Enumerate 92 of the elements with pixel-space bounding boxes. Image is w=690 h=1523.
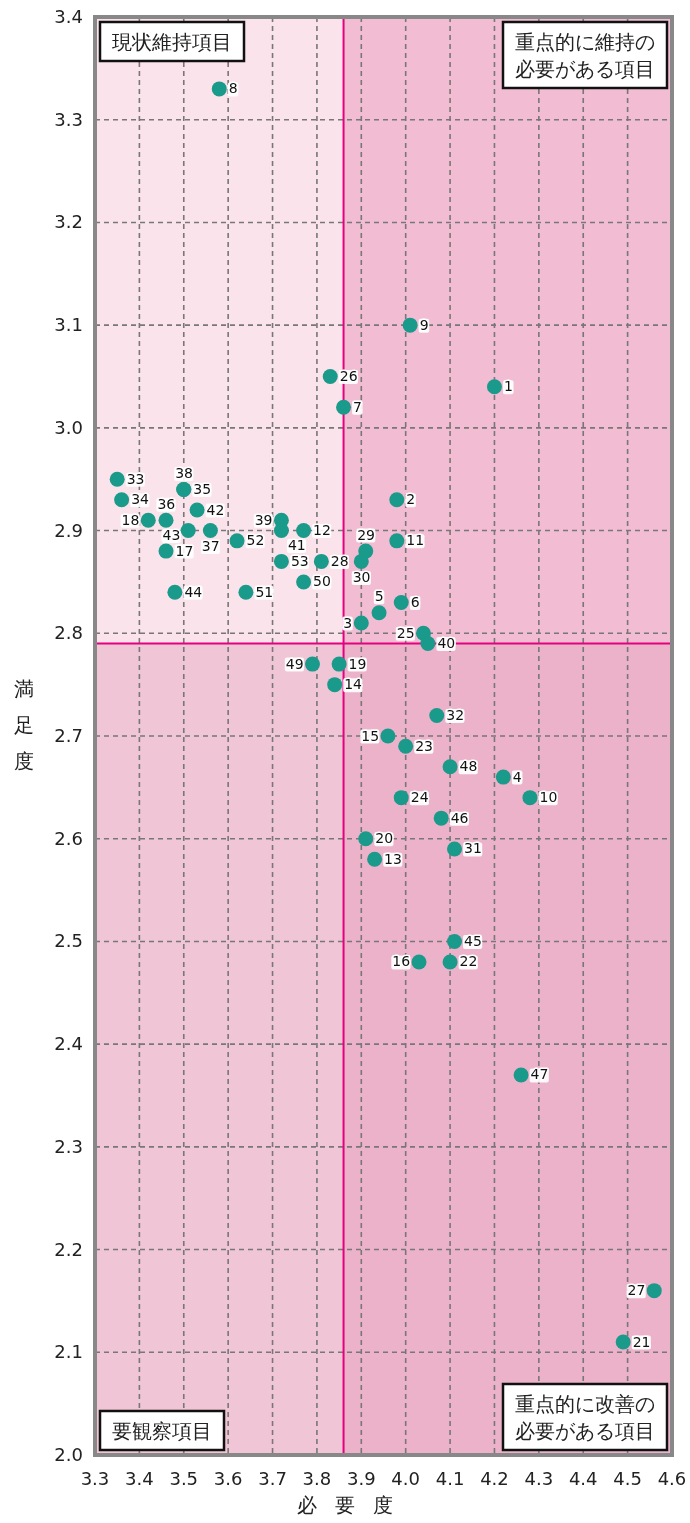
annotation: 16 <box>392 953 411 970</box>
x-axis-title: 必要度 <box>296 1493 411 1517</box>
annotation: 46 <box>450 809 469 826</box>
annotation: 重点的に改善の必要がある項目 <box>515 1392 655 1443</box>
annotation: 47 <box>530 1066 549 1083</box>
annotation: 52 <box>246 532 265 549</box>
annotation: 11 <box>406 532 425 549</box>
y-tick-label: 2.8 <box>54 622 83 644</box>
y-tick-label: 2.6 <box>54 827 83 849</box>
quadrant-label: 要観察項目 <box>98 1409 226 1452</box>
annotation: 53 <box>290 552 309 569</box>
annotation: 36 <box>157 495 176 512</box>
annotation: 42 <box>206 501 225 518</box>
annotation: 12 <box>313 522 331 539</box>
annotation: 6 <box>410 593 420 610</box>
x-tick-label: 3.8 <box>302 1468 332 1489</box>
annotation: 21 <box>632 1333 651 1350</box>
annotation: 49 <box>285 655 304 672</box>
quadrant-label: 重点的に改善の必要がある項目 <box>501 1382 669 1452</box>
annotation: 33 <box>126 470 145 487</box>
annotation: 27 <box>627 1282 646 1299</box>
annotation: 1 <box>503 378 513 395</box>
annotation: 32 <box>446 706 465 723</box>
annotation: 28 <box>330 552 349 569</box>
annotation: 5 <box>374 588 384 605</box>
y-tick-label: 2.1 <box>54 1341 83 1363</box>
annotation: 9 <box>419 316 429 333</box>
annotation: 10 <box>539 789 558 806</box>
annotation: 35 <box>193 480 212 497</box>
annotation: 2 <box>406 491 416 508</box>
annotation: 41 <box>287 537 306 554</box>
annotation: 23 <box>415 737 434 754</box>
annotation: 18 <box>121 511 140 528</box>
annotation: 29 <box>357 526 375 543</box>
annotation: 15 <box>361 727 380 744</box>
annotation: 4 <box>512 768 522 785</box>
y-tick-label: 3.2 <box>54 211 83 233</box>
x-tick-label: 3.3 <box>80 1468 110 1489</box>
x-tick-label: 4.3 <box>524 1468 554 1489</box>
annotation: 39 <box>254 511 273 528</box>
annotation: 26 <box>339 368 358 384</box>
annotation: 14 <box>344 676 363 693</box>
x-tick-label: 4.0 <box>391 1468 421 1489</box>
annotation: 45 <box>464 932 482 949</box>
x-tick-label: 3.9 <box>346 1468 376 1489</box>
annotation: 51 <box>255 583 274 600</box>
y-tick-label: 2.5 <box>54 930 83 952</box>
annotation: 要観察項目 <box>112 1419 212 1443</box>
annotation: 44 <box>184 583 203 600</box>
y-tick-label: 3.1 <box>54 314 83 336</box>
annotation: 48 <box>459 758 478 775</box>
annotation: 22 <box>459 953 478 970</box>
annotation: 31 <box>464 840 482 857</box>
annotation: 重点的に維持の必要がある項目 <box>515 30 655 81</box>
annotation: 38 <box>175 464 193 481</box>
x-tick-label: 4.2 <box>480 1468 509 1489</box>
annotation: 40 <box>437 635 456 652</box>
annotation: 30 <box>352 568 371 585</box>
annotation: 7 <box>353 398 362 415</box>
annotation: 50 <box>313 573 331 590</box>
y-tick-label: 3.4 <box>54 6 83 27</box>
x-tick-label: 3.5 <box>169 1468 199 1489</box>
y-tick-label: 3.3 <box>54 108 83 130</box>
annotation: 37 <box>201 538 220 555</box>
y-tick-label: 2.7 <box>54 725 83 746</box>
annotation: 17 <box>175 542 194 559</box>
quadrant-label: 現状維持項目 <box>98 20 246 63</box>
y-tick-label: 2.2 <box>54 1238 83 1260</box>
y-tick-label: 2.4 <box>54 1033 83 1055</box>
annotation: 13 <box>384 850 402 867</box>
quadrant-label: 重点的に維持の必要がある項目 <box>501 20 669 90</box>
annotation: 3 <box>343 614 353 631</box>
x-tick-label: 3.6 <box>213 1468 243 1489</box>
x-tick-label: 4.1 <box>435 1468 465 1489</box>
y-tick-label: 2.9 <box>54 519 83 541</box>
annotation: 34 <box>131 491 150 508</box>
x-tick-label: 4.6 <box>657 1468 687 1489</box>
x-tick-label: 4.5 <box>613 1468 642 1489</box>
y-tick-label: 3.0 <box>54 416 83 438</box>
y-axis-title: 満足度 <box>14 677 34 773</box>
annotation: 8 <box>228 80 238 97</box>
annotation: 20 <box>375 830 394 847</box>
annotation: 43 <box>162 527 181 544</box>
annotation: 19 <box>348 655 367 672</box>
annotation: 25 <box>396 624 415 641</box>
y-tick-label: 2.3 <box>54 1135 83 1157</box>
x-tick-label: 3.7 <box>258 1468 287 1489</box>
annotation: 24 <box>410 789 429 806</box>
x-tick-label: 3.4 <box>125 1468 154 1489</box>
x-tick-label: 4.4 <box>568 1468 598 1489</box>
annotation: 現状維持項目 <box>112 30 232 54</box>
y-tick-label: 2.0 <box>54 1444 83 1465</box>
